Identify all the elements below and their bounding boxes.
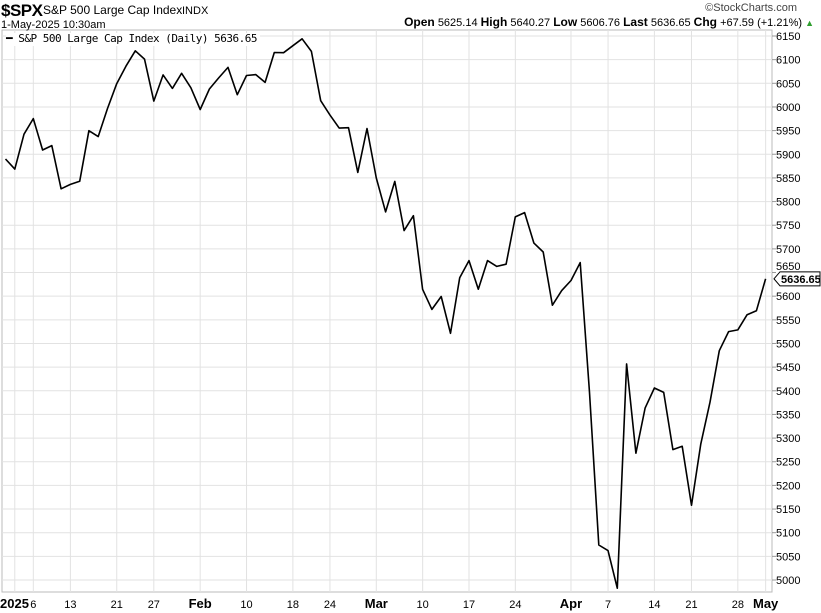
y-tick-label: 5000	[776, 575, 800, 587]
y-tick-label: 5100	[776, 528, 800, 540]
y-tick-label: 5900	[776, 149, 800, 161]
y-tick-label: 6100	[776, 55, 800, 67]
series-legend: ━ S&P 500 Large Cap Index (Daily) 5636.6…	[6, 32, 261, 46]
x-tick-label: 17	[463, 599, 475, 611]
y-tick-label: 6050	[776, 78, 800, 90]
x-tick-label: Feb	[189, 596, 212, 611]
x-tick-label: May	[753, 596, 779, 611]
y-tick-label: 5050	[776, 551, 800, 563]
y-tick-label: 5800	[776, 197, 800, 209]
last-value: 5636.65	[650, 17, 691, 29]
x-tick-label: 10	[240, 599, 252, 611]
price-line	[4, 37, 767, 590]
y-tick-label: 5550	[776, 315, 800, 327]
y-tick-label: 5300	[776, 433, 800, 445]
x-tick-label: 7	[605, 599, 611, 611]
exchange: INDX	[182, 5, 209, 17]
plot-area	[1, 29, 773, 593]
x-tick-label: 24	[509, 599, 521, 611]
legend-line-icon: ━	[6, 32, 13, 45]
y-tick-label: 5400	[776, 386, 800, 398]
y-tick-label: 5750	[776, 220, 800, 232]
y-tick-label: 5600	[776, 291, 800, 303]
ohlc-summary: Open 5625.14 High 5640.27 Low 5606.76 La…	[404, 15, 814, 30]
low-label: Low	[553, 15, 578, 29]
up-arrow-icon: ▲	[805, 18, 814, 28]
x-tick-label: 21	[111, 599, 123, 611]
last-price-label: 5636.65	[781, 274, 821, 286]
x-tick-label: 2025	[0, 596, 29, 611]
last-price-marker	[773, 271, 821, 287]
chg-value: +67.59 (+1.21%)	[720, 17, 803, 29]
x-tick-label: 6	[30, 599, 36, 611]
y-tick-label: 6000	[776, 102, 800, 114]
y-tick-label: 6150	[776, 31, 800, 43]
open-value: 5625.14	[437, 17, 478, 29]
x-tick-label: 18	[287, 599, 299, 611]
y-tick-label: 5850	[776, 173, 800, 185]
index-name: S&P 500 Large Cap Index	[43, 3, 183, 17]
chg-label: Chg	[693, 15, 717, 29]
y-tick-label: 5250	[776, 457, 800, 469]
datetime: 1-May-2025 10:30am	[1, 19, 106, 31]
symbol: $SPX	[1, 1, 43, 20]
high-label: High	[480, 15, 508, 29]
x-tick-label: Mar	[365, 596, 388, 611]
high-value: 5640.27	[510, 17, 551, 29]
x-tick-label: 28	[732, 599, 744, 611]
y-tick-label: 5950	[776, 126, 800, 138]
x-tick-label: 27	[148, 599, 160, 611]
x-tick-label: 10	[417, 599, 429, 611]
x-tick-label: 21	[685, 599, 697, 611]
legend-text: S&P 500 Large Cap Index (Daily) 5636.65	[18, 32, 258, 45]
y-tick-label: 5200	[776, 480, 800, 492]
x-tick-label: Apr	[560, 596, 582, 611]
brand-watermark: ©StockCharts.com	[705, 2, 797, 14]
y-tick-label: 5500	[776, 338, 800, 350]
x-tick-label: 13	[64, 599, 76, 611]
y-tick-label: 5350	[776, 409, 800, 421]
x-tick-label: 14	[648, 599, 660, 611]
x-tick-label: 24	[324, 599, 336, 611]
y-tick-label: 5700	[776, 244, 800, 256]
low-value: 5606.76	[580, 17, 621, 29]
open-label: Open	[404, 15, 435, 29]
last-label: Last	[623, 15, 648, 29]
y-tick-label: 5150	[776, 504, 800, 516]
y-tick-label: 5650	[776, 261, 800, 273]
y-tick-label: 5450	[776, 362, 800, 374]
